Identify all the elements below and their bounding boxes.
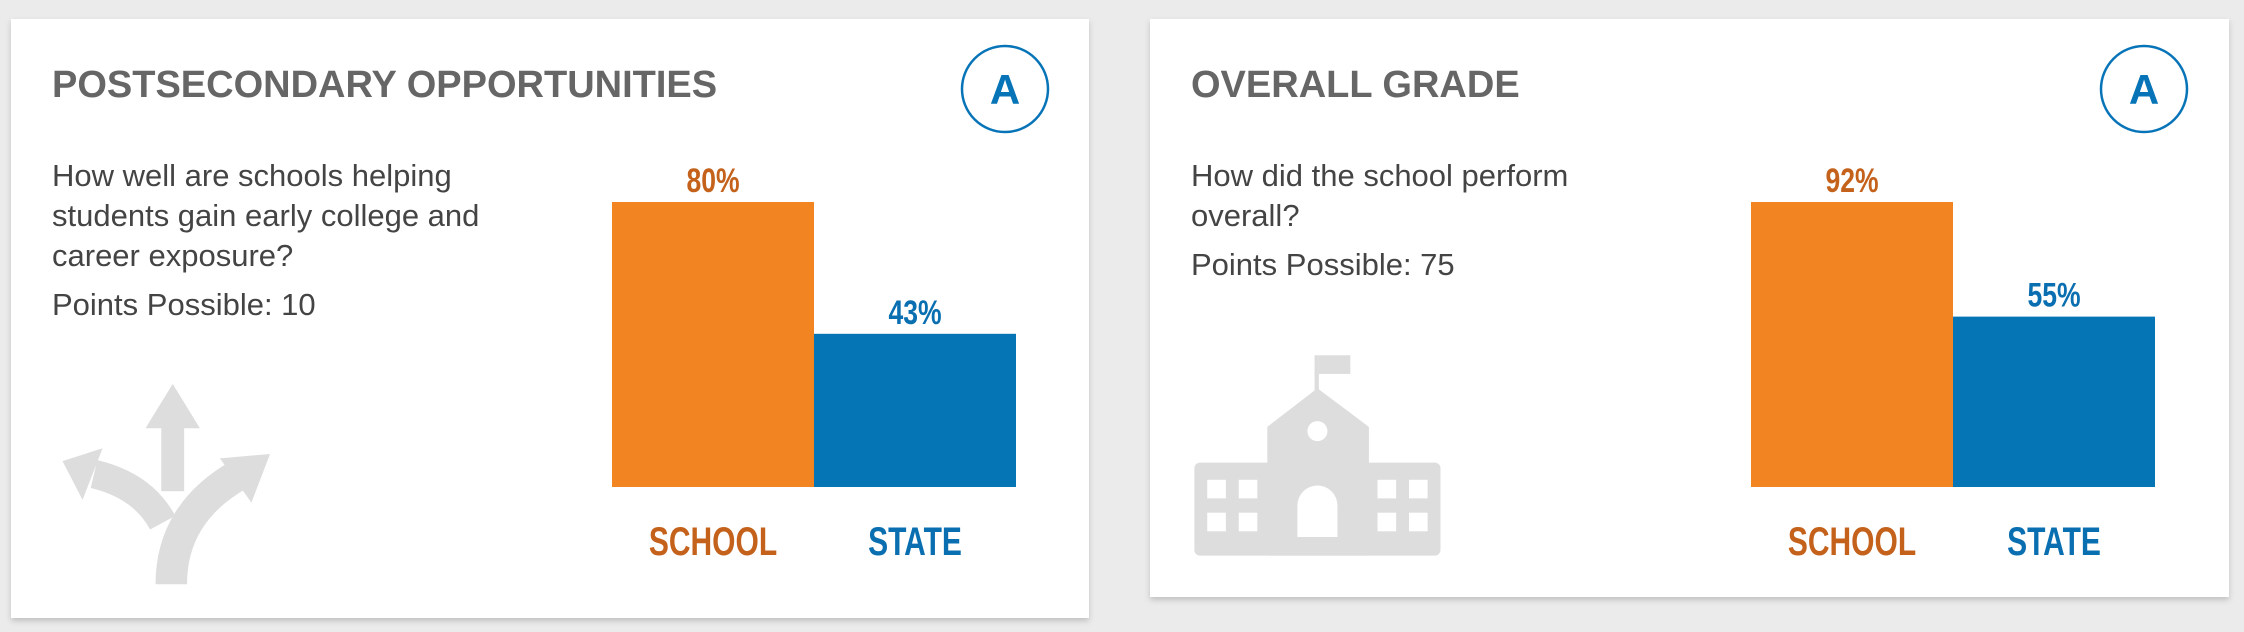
category-label: SCHOOL	[649, 520, 777, 564]
points-possible: Points Possible: 75	[1191, 247, 1455, 282]
bar	[814, 333, 1016, 487]
bar	[612, 202, 814, 487]
description: How did the school perform	[1191, 158, 1568, 193]
card-title: OVERALL GRADE	[1191, 64, 1520, 106]
value-label: 43%	[888, 294, 941, 332]
grade: A	[990, 66, 1020, 113]
grade-badge	[960, 44, 1050, 134]
card-title: POSTSECONDARY OPPORTUNITIES	[52, 64, 717, 106]
category-label: STATE	[2007, 520, 2101, 564]
description: career exposure?	[52, 238, 293, 273]
card: OVERALL GRADE A How did the school perform…	[1150, 19, 2229, 597]
bar	[1953, 316, 2155, 487]
description: overall?	[1191, 198, 1300, 233]
category-label: STATE	[868, 520, 962, 564]
value-label: 92%	[1825, 162, 1878, 200]
card: POSTSECONDARY OPPORTUNITIES A How well are…	[11, 19, 1089, 618]
description: students gain early college and	[52, 198, 479, 233]
points-possible: Points Possible: 10	[52, 287, 316, 322]
grade-badge	[2099, 44, 2189, 134]
bar	[1751, 202, 1953, 487]
description: How well are schools helping	[52, 158, 452, 193]
value-label: 55%	[2027, 277, 2080, 315]
value-label: 80%	[686, 162, 739, 200]
directions-icon	[62, 383, 271, 585]
category-label: SCHOOL	[1788, 520, 1916, 564]
school-icon	[1194, 355, 1441, 556]
grade: A	[2129, 66, 2159, 113]
